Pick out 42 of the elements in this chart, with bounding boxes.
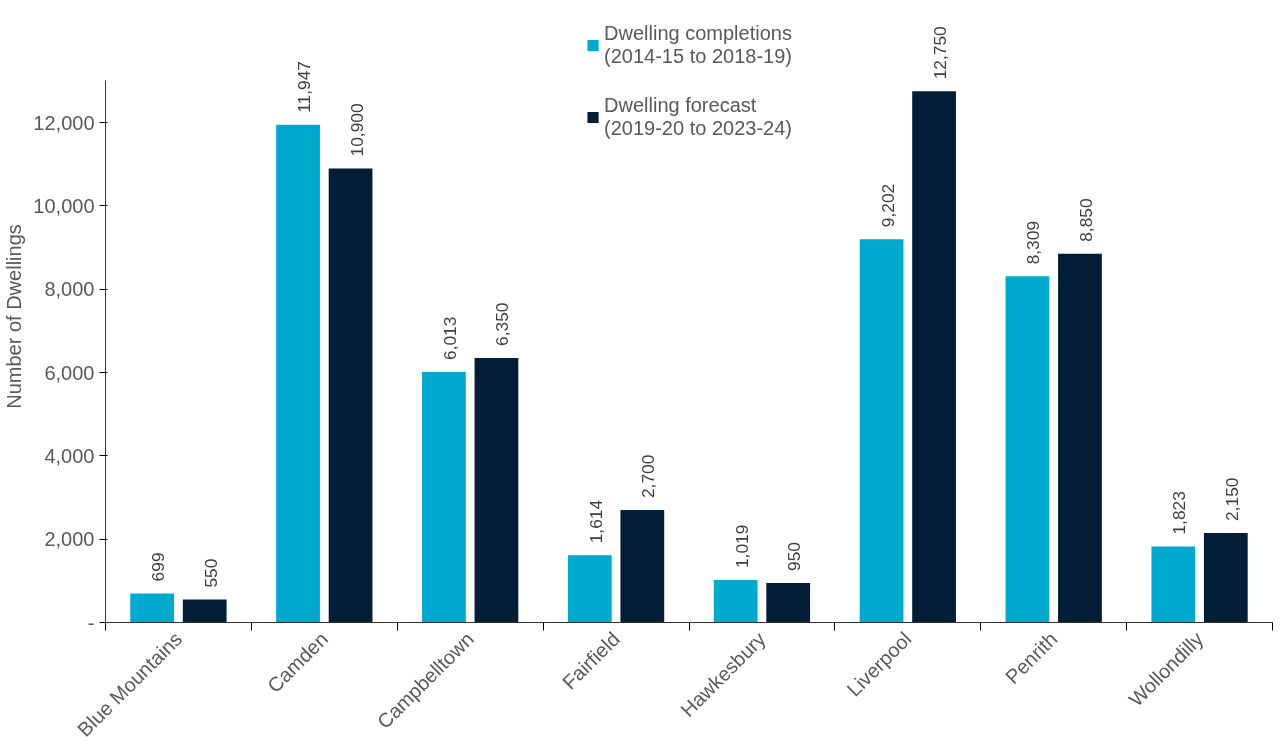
legend-label: Dwelling completions (2014-15 to 2018-19) [604,21,792,69]
data-label: 8,850 [1075,198,1096,242]
bar [1151,546,1196,623]
data-label: 11,947 [294,61,315,113]
data-label: 550 [200,558,221,588]
bar [859,239,904,623]
y-tick-label: 8,000 [44,278,95,301]
bar [567,555,612,623]
data-label: 950 [784,542,805,571]
bar [1005,276,1050,623]
bar [766,582,811,623]
data-label: 12,750 [930,26,951,80]
data-label: 1,823 [1169,491,1190,535]
y-tick-label: 2,000 [44,528,95,551]
bar [422,371,466,623]
y-axis-title: Number of Dwellings [3,224,26,409]
data-label: 6,350 [492,302,513,346]
bar [182,599,227,623]
data-label: 1,614 [585,499,606,544]
bar [276,124,320,623]
data-label: 2,150 [1221,477,1242,521]
bar [713,580,758,623]
y-tick-label: 12,000 [33,111,95,134]
y-tick-label: 6,000 [44,361,95,384]
legend-label: Dwelling forecast (2019-20 to 2023-24) [604,93,792,141]
data-label: 6,013 [439,316,460,360]
data-label: 8,309 [1023,220,1044,265]
data-label: 1,019 [731,524,752,569]
y-tick-label: - [87,611,95,634]
bar [130,593,175,623]
data-label: 10,900 [346,103,367,157]
bar [1203,532,1248,623]
bar [328,168,373,623]
bar [620,510,665,623]
data-label: 699 [148,552,169,582]
y-tick-label: 4,000 [44,444,95,467]
bar [912,91,956,623]
y-tick-label: 10,000 [33,194,95,217]
data-label: 9,202 [877,183,898,228]
data-label: 2,700 [638,454,659,499]
bar [474,357,519,623]
bar [1058,253,1102,623]
